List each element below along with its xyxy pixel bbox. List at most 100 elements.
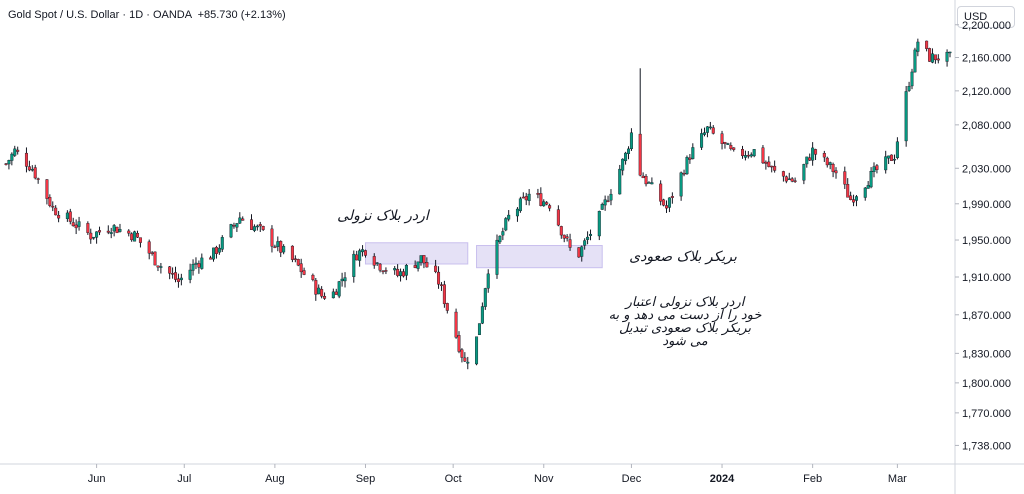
candle-down [197, 263, 201, 268]
candle-down [51, 205, 55, 208]
candle-down [355, 254, 359, 261]
candle-up [191, 263, 195, 271]
candle-down [565, 236, 569, 239]
candle-down [24, 152, 28, 167]
candle-up [477, 323, 481, 335]
candle-up [10, 153, 14, 161]
candle-down [174, 272, 178, 280]
timeframe[interactable]: 1D [129, 9, 144, 21]
candle-up [527, 193, 531, 201]
candle-up [945, 51, 949, 62]
candle-up [404, 265, 408, 276]
candle-down [711, 127, 715, 134]
x-tick-label: Oct [445, 473, 462, 485]
candle-up [887, 155, 891, 159]
candle-up [805, 156, 809, 165]
currency-selector-button[interactable]: USD [957, 6, 1015, 28]
candle-down [556, 209, 560, 226]
candle-up [466, 361, 470, 364]
candle-down [36, 178, 40, 180]
candle-down [442, 284, 446, 305]
candle-up [904, 91, 908, 142]
candle-down [548, 205, 552, 209]
candle-up [504, 218, 508, 231]
candle-up [752, 149, 756, 157]
candle-down [688, 157, 692, 160]
candle-down [270, 228, 274, 247]
candle-down [150, 252, 154, 254]
candle-down [384, 270, 388, 272]
candle-up [685, 157, 689, 175]
candle-down [16, 149, 20, 152]
price-change: +85.730 (+2.13%) [197, 9, 286, 21]
y-tick-label: 2,160.000 [962, 52, 1011, 64]
candle-down [302, 270, 306, 275]
candle-down [790, 178, 794, 182]
candle-down [334, 291, 338, 295]
candle-down [460, 349, 464, 358]
candle-up [194, 262, 198, 265]
candle-down [54, 207, 58, 216]
candle-down [320, 289, 324, 297]
candle-up [603, 199, 607, 206]
candle-up [629, 132, 633, 150]
explanation-note: اردر بلاک نزولی اعتبار خود را از دست می … [580, 294, 790, 350]
header-separator: · [122, 9, 127, 21]
candle-up [679, 172, 683, 197]
candle-up [507, 214, 511, 220]
candle-up [913, 49, 917, 73]
candle-up [907, 86, 911, 91]
candle-up [416, 261, 420, 269]
candle-down [130, 233, 134, 241]
candle-down [536, 192, 540, 195]
candle-up [331, 291, 335, 299]
candle-down [849, 195, 853, 201]
candle-up [112, 225, 116, 232]
y-tick-label: 1,830.000 [962, 348, 1011, 360]
candle-down [793, 180, 797, 182]
candle-down [261, 226, 265, 230]
candle-down [925, 40, 929, 49]
candle-down [273, 246, 277, 248]
y-tick-label: 1,910.000 [962, 272, 1011, 284]
candle-down [279, 240, 283, 253]
candle-up [238, 217, 242, 224]
candle-down [171, 273, 175, 275]
candle-up [691, 147, 695, 159]
candle-down [372, 256, 376, 266]
candle-up [597, 211, 601, 237]
candle-up [802, 164, 806, 181]
candle-down [241, 218, 245, 221]
candle-down [822, 153, 826, 158]
candle-up [892, 158, 896, 161]
candle-down [33, 167, 37, 179]
symbol-name[interactable]: Gold Spot / U.S. Dollar [8, 9, 120, 21]
candle-up [501, 231, 505, 236]
candle-down [746, 154, 750, 157]
candle-down [457, 335, 461, 352]
candle-down [562, 234, 566, 239]
candle-up [667, 197, 671, 208]
candle-up [854, 196, 858, 201]
bearish-order-block-zone[interactable] [364, 242, 469, 265]
candle-up [586, 236, 590, 240]
candle-down [644, 176, 648, 185]
bullish-breaker-block-zone[interactable] [476, 245, 603, 269]
candle-up [7, 159, 11, 165]
candle-down [524, 196, 528, 201]
candle-down [27, 166, 31, 171]
explanation-line: می شود [662, 334, 708, 349]
candle-down [936, 58, 940, 61]
candle-up [483, 288, 487, 307]
y-tick-label: 2,120.000 [962, 86, 1011, 98]
candle-down [875, 165, 879, 170]
candle-down [401, 271, 405, 277]
candle-down [176, 278, 180, 282]
y-tick-label: 1,800.000 [962, 378, 1011, 390]
candle-up [358, 250, 362, 261]
candle-up [352, 253, 356, 277]
candle-up [884, 156, 888, 171]
candle-down [463, 357, 467, 362]
candle-down [232, 225, 236, 227]
